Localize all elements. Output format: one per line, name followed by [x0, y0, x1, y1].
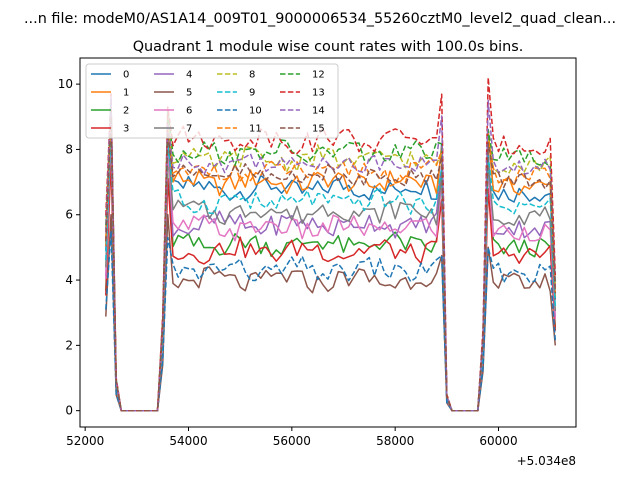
series-line-15 — [105, 116, 557, 412]
figure-suptitle: ...n file: modeM0/AS1A14_009T01_90000065… — [24, 11, 616, 27]
legend-entry: 11 — [249, 124, 262, 135]
series-line-9 — [105, 129, 557, 412]
legend-box — [85, 63, 339, 139]
y-axis: 0 2 4 6 8 10 — [58, 77, 80, 418]
legend-entry: 7 — [186, 124, 192, 135]
plot-lines — [105, 76, 557, 412]
y-tick-label: 6 — [65, 208, 73, 222]
x-tick-label: 54000 — [169, 434, 207, 448]
series-line-10 — [105, 230, 557, 412]
x-offset-label: +5.034e8 — [517, 454, 576, 468]
legend-entry: 8 — [249, 70, 255, 81]
legend-entry: 3 — [123, 124, 129, 135]
legend-entry: 12 — [312, 70, 325, 81]
y-tick-label: 10 — [58, 77, 73, 91]
chart-title: Quadrant 1 module wise count rates with … — [133, 39, 524, 55]
y-tick-label: 8 — [65, 142, 73, 156]
legend-entry: 10 — [249, 106, 262, 117]
y-tick-label: 0 — [65, 404, 73, 418]
legend-entry: 15 — [312, 124, 325, 135]
x-tick-label: 52000 — [66, 434, 104, 448]
legend-entry: 9 — [249, 88, 255, 99]
legend-entry: 14 — [312, 106, 325, 117]
x-tick-label: 58000 — [376, 434, 414, 448]
legend-entry: 2 — [123, 106, 129, 117]
legend-entry: 1 — [123, 88, 129, 99]
legend-entry: 6 — [186, 106, 192, 117]
y-tick-label: 2 — [65, 338, 73, 352]
legend-entry: 4 — [186, 70, 192, 81]
legend-entry: 5 — [186, 88, 192, 99]
legend-entry: 0 — [123, 70, 129, 81]
x-tick-label: 56000 — [273, 434, 311, 448]
y-tick-label: 4 — [65, 273, 73, 287]
axes-frame — [79, 57, 577, 428]
x-tick-label: 60000 — [479, 434, 517, 448]
legend-entry: 13 — [312, 88, 325, 99]
x-axis: 52000 54000 56000 58000 60000 — [66, 427, 518, 448]
